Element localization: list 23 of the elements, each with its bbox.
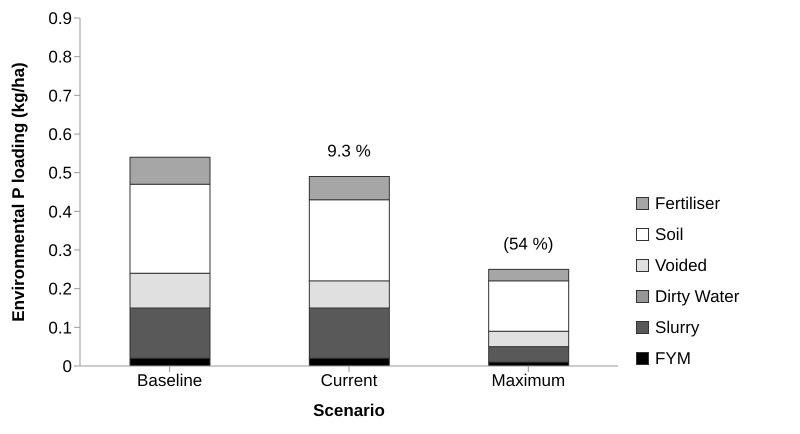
x-tick-label: Maximum	[491, 371, 566, 390]
legend-label: Fertiliser	[655, 193, 720, 215]
legend-label: FYM	[655, 348, 691, 370]
y-tick-label: 0.3	[48, 241, 72, 260]
y-tick-label: 0.9	[48, 9, 72, 28]
y-tick-label: 0.7	[48, 86, 72, 106]
legend-label: Soil	[655, 224, 684, 246]
y-tick-label: 0.4	[48, 202, 72, 222]
y-tick-label: 0.2	[48, 280, 72, 299]
y-tick-label: 0	[62, 357, 72, 376]
x-tick-label: Baseline	[137, 371, 202, 390]
y-axis-title: Environmental P loading (kg/ha)	[9, 62, 28, 322]
y-tick-label: 0.1	[48, 318, 72, 338]
x-tick-label: Current	[320, 371, 378, 390]
annotation: 9.3 %	[327, 141, 371, 160]
legend-label: Voided	[655, 255, 707, 277]
y-tick-label: 0.8	[48, 48, 72, 67]
y-tick-label: 0.6	[48, 125, 72, 144]
annotation: (54 %)	[503, 234, 554, 254]
x-axis-title: Scenario	[313, 401, 385, 420]
legend-label: Dirty Water	[655, 286, 740, 308]
y-tick-label: 0.5	[48, 164, 72, 183]
legend-label: Slurry	[655, 317, 700, 339]
